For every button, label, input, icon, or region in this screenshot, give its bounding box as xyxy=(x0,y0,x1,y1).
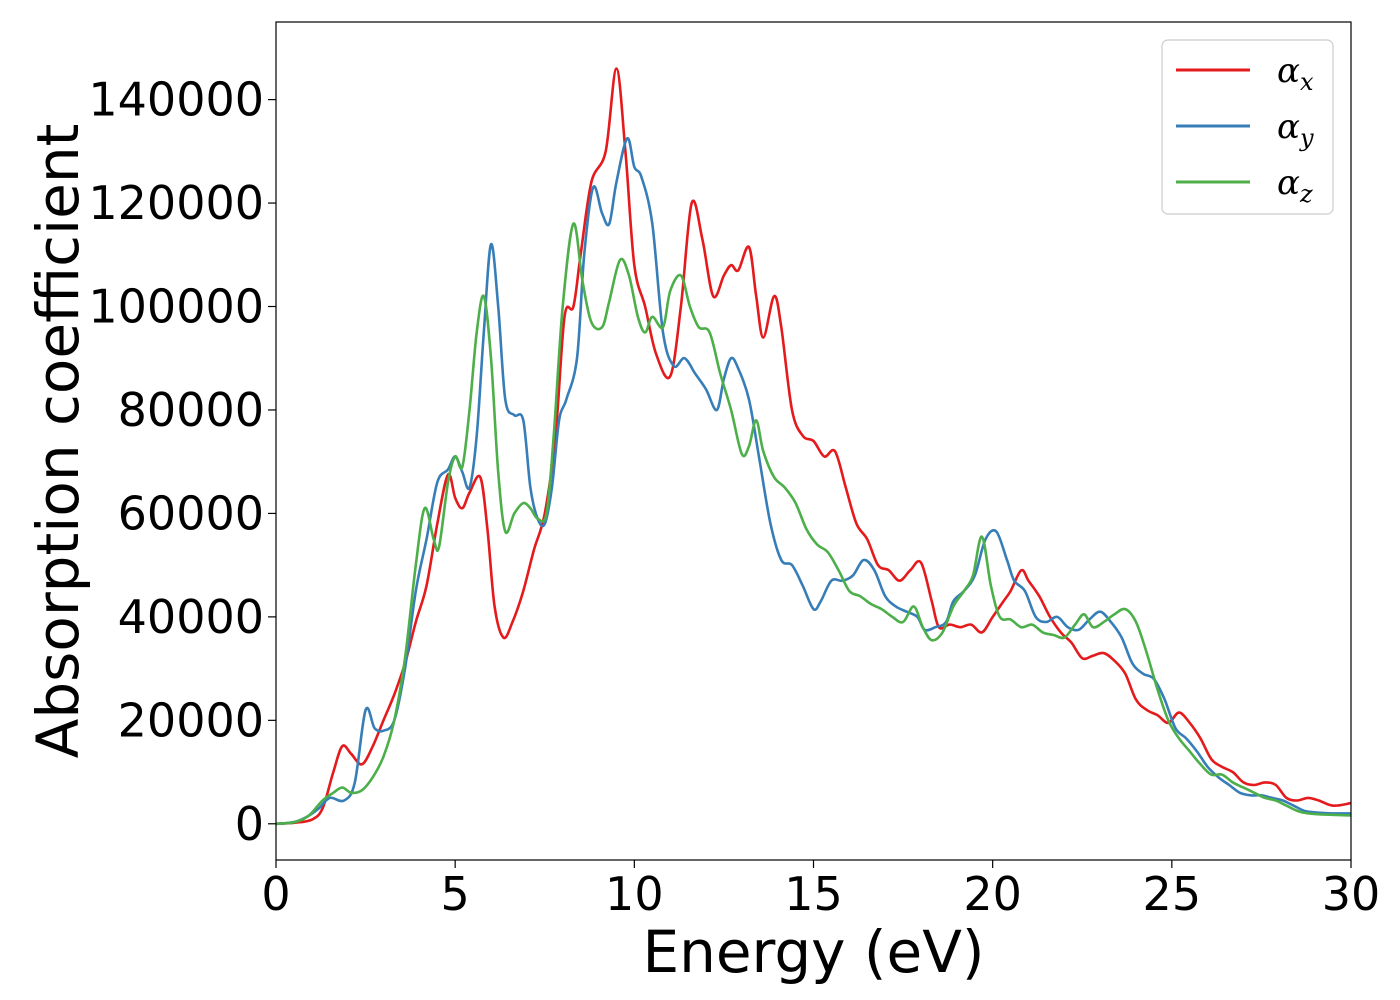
series-line-alpha-z xyxy=(276,222,1351,826)
x-tick-label: 30 xyxy=(1322,867,1381,921)
y-tick-label: 100000 xyxy=(88,280,264,334)
legend: αx αy αz xyxy=(1161,39,1334,215)
ticks-layer: 0 5 10 15 20 25 30 0 20000 40000 60000 80000 100000 1… xyxy=(88,73,1380,921)
x-tick-label: 0 xyxy=(261,867,290,921)
x-tick-label: 20 xyxy=(963,867,1022,921)
series-line-alpha-x xyxy=(276,67,1351,826)
y-tick-label: 60000 xyxy=(118,486,264,540)
x-axis-label: Energy (eV) xyxy=(642,918,984,986)
x-tick-label: 10 xyxy=(605,867,664,921)
x-tick-label: 25 xyxy=(1143,867,1202,921)
y-tick-label: 20000 xyxy=(118,693,264,747)
y-tick-label: 120000 xyxy=(88,176,264,230)
y-tick-label: 80000 xyxy=(118,383,264,437)
y-axis-label: Absorption coefficient xyxy=(24,124,92,759)
series-line-alpha-y xyxy=(276,137,1351,826)
series-layer xyxy=(276,67,1351,826)
x-tick-label: 5 xyxy=(441,867,470,921)
y-tick-label: 140000 xyxy=(88,73,264,127)
legend-label-alpha-z: αz xyxy=(1277,163,1313,208)
y-tick-label: 0 xyxy=(235,797,264,851)
legend-label-alpha-y: αy xyxy=(1277,107,1314,152)
legend-label-alpha-x: αx xyxy=(1277,51,1314,96)
x-tick-label: 15 xyxy=(784,867,843,921)
y-tick-label: 40000 xyxy=(118,590,264,644)
